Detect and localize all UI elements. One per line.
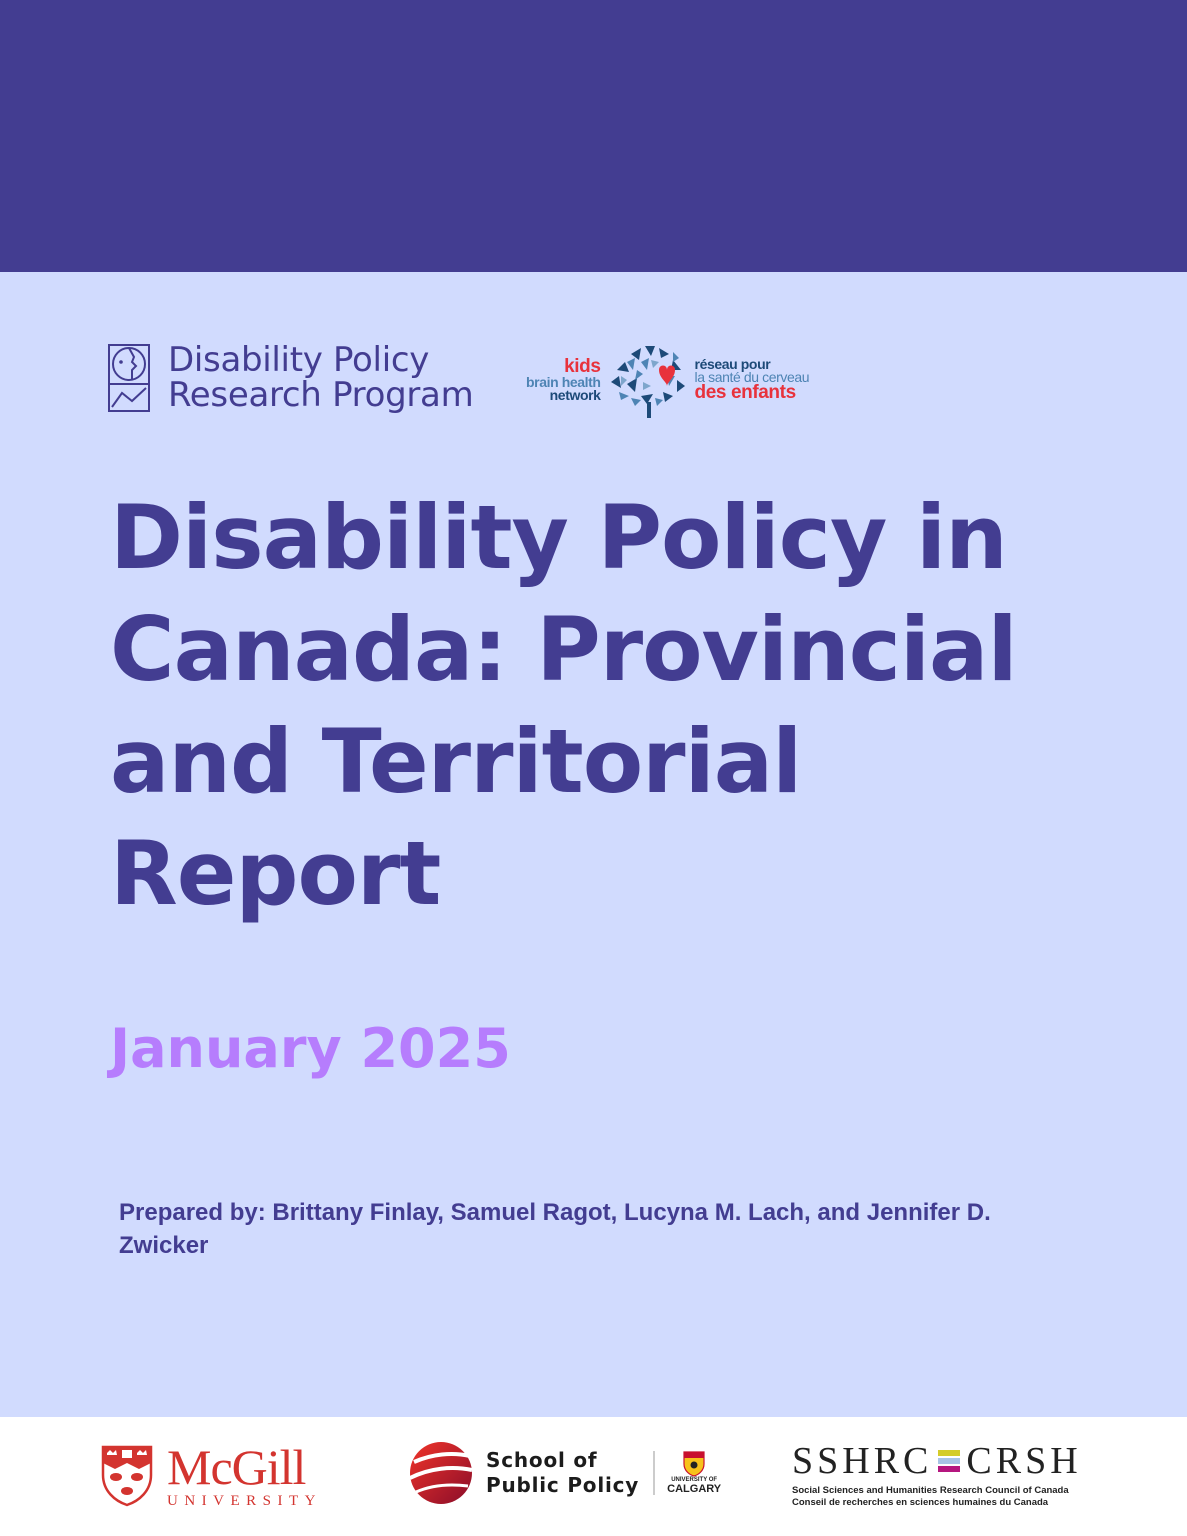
kbhn-english-wordmark: kids brain health network xyxy=(526,356,601,403)
crsh-acronym: CRSH xyxy=(966,1440,1082,1482)
ucalgary-crest-icon xyxy=(683,1451,705,1477)
dprp-wordmark: Disability Policy Research Program xyxy=(168,340,474,415)
kbhn-fr-line2: la santé du cerveau xyxy=(694,369,810,385)
sshrc-line2: Conseil de recherches en sciences humain… xyxy=(792,1497,1049,1508)
school-of-public-policy-logo: School of Public Policy UNIVERSITY OF CA… xyxy=(408,1440,721,1506)
ucalgary-wordmark: UNIVERSITY OF CALGARY xyxy=(667,1477,721,1495)
cover-background xyxy=(0,272,1187,1417)
mcgill-name: McGill xyxy=(167,1439,306,1495)
kids-brain-health-network-logo: kids brain health network xyxy=(526,340,810,420)
publication-date: January 2025 xyxy=(110,1017,511,1080)
kbhn-fr-line3: des enfants xyxy=(694,382,797,403)
kbhn-line3: network xyxy=(549,387,601,403)
logo-divider xyxy=(653,1451,656,1495)
spp-globe-icon xyxy=(409,1442,473,1504)
university-of-calgary-logo: UNIVERSITY OF CALGARY xyxy=(667,1451,721,1495)
mcgill-wordmark: McGill UNIVERSITY xyxy=(167,1439,322,1509)
page-title: Disability Policy in Canada: Provincial … xyxy=(110,486,1018,925)
kbhn-kids: kids xyxy=(564,356,601,377)
sshrc-bars-icon xyxy=(938,1450,961,1472)
brain-heart-icon xyxy=(610,346,685,418)
spp-line2: Public Policy xyxy=(486,1473,640,1497)
sshrc-line1: Social Sciences and Humanities Research … xyxy=(792,1485,1069,1496)
sshrc-acronym: SSHRC xyxy=(792,1440,933,1482)
spp-wordmark: School of Public Policy xyxy=(486,1448,639,1498)
dprp-line2: Research Program xyxy=(168,375,474,415)
sshrc-logo: SSHRC CRSH Social Sciences and Humanitie… xyxy=(792,1441,1082,1509)
kbhn-fr-line1: réseau pour xyxy=(694,356,771,372)
spp-line1: School of xyxy=(486,1448,598,1472)
kbhn-line2: brain health xyxy=(526,374,601,390)
dprp-line1: Disability Policy xyxy=(168,340,430,380)
mcgill-sub: UNIVERSITY xyxy=(167,1493,322,1509)
sshrc-fullname: Social Sciences and Humanities Research … xyxy=(792,1485,1082,1509)
kbhn-french-wordmark: réseau pour la santé du cerveau des enfa… xyxy=(694,356,810,403)
dprp-logo: Disability Policy Research Program xyxy=(108,340,474,415)
ucalgary-line2: CALGARY xyxy=(667,1483,722,1495)
footer-logo-bar xyxy=(0,1417,1187,1536)
header-band xyxy=(0,0,1187,272)
authors-credit: Prepared by: Brittany Finlay, Samuel Rag… xyxy=(119,1199,991,1259)
ucalgary-line1: UNIVERSITY OF xyxy=(671,1477,718,1483)
mcgill-logo: McGill UNIVERSITY xyxy=(101,1439,322,1509)
mcgill-shield-icon xyxy=(101,1445,153,1507)
face-and-chart-icon xyxy=(108,344,150,412)
